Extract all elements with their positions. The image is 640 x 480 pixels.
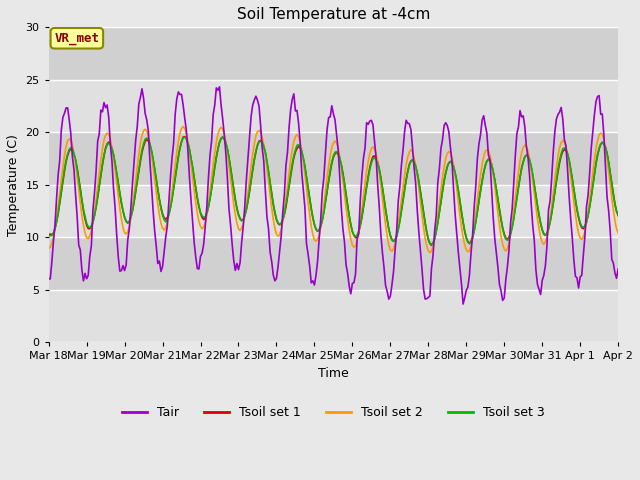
Bar xyxy=(49,185,618,237)
Bar xyxy=(49,237,618,290)
Text: VR_met: VR_met xyxy=(54,32,99,45)
Bar xyxy=(49,290,618,342)
Title: Soil Temperature at -4cm: Soil Temperature at -4cm xyxy=(237,7,430,22)
Bar xyxy=(49,80,618,132)
Bar xyxy=(49,27,618,80)
Bar xyxy=(49,132,618,185)
Legend: Tair, Tsoil set 1, Tsoil set 2, Tsoil set 3: Tair, Tsoil set 1, Tsoil set 2, Tsoil se… xyxy=(117,401,550,424)
Y-axis label: Temperature (C): Temperature (C) xyxy=(7,134,20,236)
X-axis label: Time: Time xyxy=(318,367,349,380)
